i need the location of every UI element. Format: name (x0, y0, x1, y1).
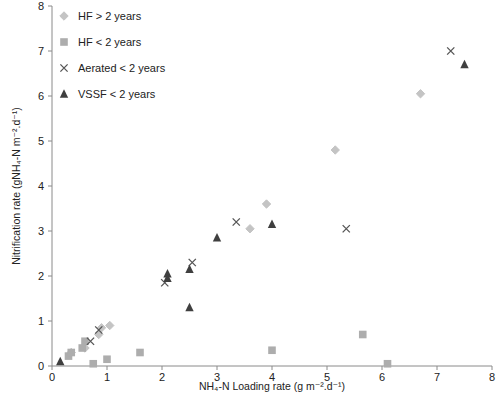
point (246, 225, 254, 233)
legend-marker (60, 89, 68, 97)
y-tick (48, 186, 52, 187)
y-tick-label: 8 (38, 0, 44, 12)
y-tick-label: 2 (38, 270, 44, 282)
point (136, 349, 144, 357)
point (213, 233, 221, 241)
point (416, 90, 424, 98)
legend-label: HF < 2 years (78, 36, 142, 48)
y-tick (48, 51, 52, 52)
point (87, 338, 94, 345)
point (268, 346, 276, 354)
point (359, 331, 367, 339)
legend: HF > 2 years HF < 2 years Aerated < 2 year… (60, 10, 166, 100)
y-tick (48, 6, 52, 7)
x-tick-label: 1 (104, 371, 110, 383)
legend-label: Aerated < 2 years (78, 62, 166, 74)
legend-marker (60, 12, 68, 20)
x-tick (52, 366, 53, 370)
point (67, 349, 75, 357)
point (56, 357, 64, 365)
point (103, 355, 111, 363)
legend-marker (60, 38, 68, 46)
point (268, 220, 276, 228)
x-tick (327, 366, 328, 370)
x-tick-label: 7 (434, 371, 440, 383)
x-tick-label: 2 (159, 371, 165, 383)
point (106, 321, 114, 329)
x-axis-title: NH₄-N Loading rate (g m⁻².d⁻¹) (199, 380, 345, 392)
point (185, 265, 193, 273)
legend-label: HF > 2 years (78, 10, 142, 22)
point (95, 326, 102, 333)
y-tick (48, 231, 52, 232)
x-tick-label: 8 (489, 371, 495, 383)
x-tick (382, 366, 383, 370)
y-tick-label: 5 (38, 135, 44, 147)
x-tick (437, 366, 438, 370)
y-tick (48, 321, 52, 322)
x-tick-label: 6 (379, 371, 385, 383)
point (447, 47, 454, 54)
point (262, 200, 270, 208)
y-tick (48, 96, 52, 97)
x-tick (162, 366, 163, 370)
y-tick (48, 276, 52, 277)
point (233, 218, 240, 225)
y-tick (48, 366, 52, 367)
y-tick-label: 4 (38, 180, 44, 192)
point (185, 303, 193, 311)
points (56, 47, 469, 367)
y-tick-label: 7 (38, 45, 44, 57)
point (67, 348, 75, 356)
chart: 012345678012345678NH₄-N Loading rate (g … (0, 0, 500, 394)
y-tick-label: 3 (38, 225, 44, 237)
x-tick (217, 366, 218, 370)
y-tick (48, 141, 52, 142)
point (163, 274, 171, 282)
legend-label: VSSF < 2 years (78, 88, 156, 100)
point (331, 146, 339, 154)
x-tick-label: 0 (49, 371, 55, 383)
point (460, 60, 468, 68)
x-tick (272, 366, 273, 370)
y-axis-title: Nitrification rate (gNH₄-N m⁻².d⁻¹) (10, 107, 22, 265)
x-tick (107, 366, 108, 370)
point (384, 360, 392, 368)
y-tick-label: 0 (38, 360, 44, 372)
point (343, 225, 350, 232)
point (78, 344, 86, 352)
y-tick-label: 6 (38, 90, 44, 102)
x-tick (492, 366, 493, 370)
point (89, 360, 97, 368)
legend-marker (60, 64, 67, 71)
y-tick-label: 1 (38, 315, 44, 327)
